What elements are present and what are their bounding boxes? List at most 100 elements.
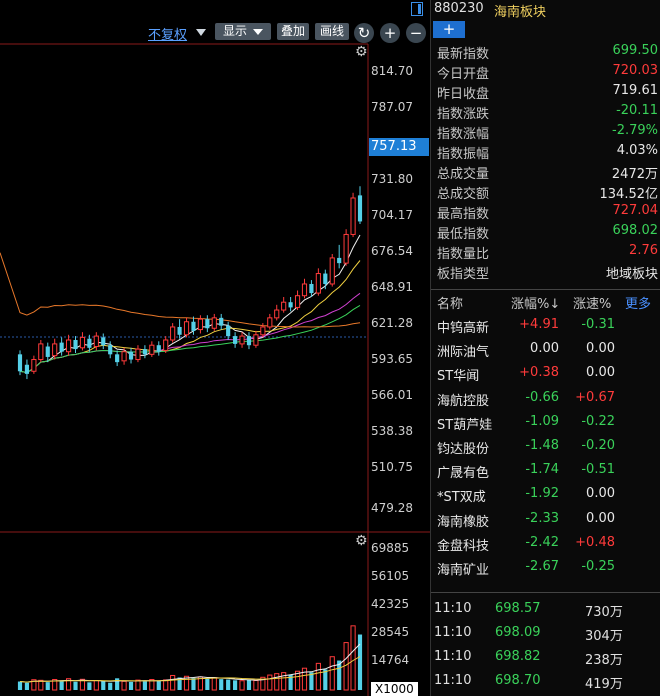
candle-body	[65, 339, 72, 353]
volume-bar	[205, 678, 210, 690]
candle-body	[267, 317, 273, 328]
col-name[interactable]: 名称	[437, 297, 464, 312]
add-to-watchlist-button[interactable]: +	[433, 21, 465, 38]
candle-body	[38, 343, 44, 361]
price-axis-label: 704.17	[371, 208, 413, 222]
col-speed[interactable]: 涨速%	[573, 297, 612, 312]
chart-area[interactable]: 不复权 显示 叠加 画线 ↻ + − ⚙ ⚙ 814.70 787.07 731.8…	[0, 0, 430, 696]
stock-row[interactable]: 广晟有色 -1.74 -0.51	[431, 459, 660, 483]
stock-pct: -1.74	[525, 462, 559, 478]
plus-icon[interactable]: +	[380, 23, 400, 43]
stock-row[interactable]: 钧达股份 -1.48 -0.20	[431, 435, 660, 459]
tick-time: 11:10	[434, 601, 472, 616]
display-button-label: 显示	[223, 24, 248, 38]
adjust-mode-chevron-down-icon[interactable]	[196, 29, 206, 36]
stock-row[interactable]: 海南矿业 -2.67 -0.25	[431, 556, 660, 580]
quote-value: 727.04	[612, 203, 659, 218]
stock-pct: +0.38	[519, 365, 559, 381]
stock-pct: -2.67	[525, 559, 559, 574]
more-link[interactable]: 更多	[625, 297, 652, 312]
candle-body	[191, 321, 196, 331]
right-panel: 880230 海南板块 + 最新指数 699.50 今日开盘 720.03 昨日收盘 71…	[430, 0, 660, 696]
quote-row: 最高指数 727.04	[431, 202, 660, 222]
tick-volume: 304万	[585, 629, 623, 644]
chart-toolbar: 不复权 显示 叠加 画线 ↻ + −	[0, 20, 430, 44]
volume-bar	[329, 656, 335, 691]
candle-body	[170, 326, 176, 341]
quote-value: 720.03	[612, 63, 659, 78]
stock-row[interactable]: 海航控股 -0.66 +0.67	[431, 387, 660, 411]
stock-pct: -1.09	[525, 413, 559, 429]
minus-icon[interactable]: −	[406, 23, 426, 43]
quote-label: 指数量比	[437, 247, 490, 262]
volume-bar	[59, 681, 64, 690]
quote-value: 2472万	[611, 167, 658, 182]
volume-bar	[31, 679, 37, 691]
volume-bar	[288, 674, 293, 690]
stock-name: 中钨高新	[437, 321, 490, 336]
stock-name: 海南橡胶	[437, 514, 490, 530]
tick-time: 11:10	[434, 673, 472, 688]
tick-time: 11:10	[434, 625, 472, 640]
candle-body	[260, 326, 266, 336]
stock-row[interactable]: 海南橡胶 -2.33 0.00	[431, 508, 660, 532]
quote-label: 最新指数	[437, 47, 490, 62]
volume-bar	[170, 674, 176, 691]
col-pct[interactable]: 涨幅%↓	[511, 297, 561, 312]
overlay-button[interactable]: 叠加	[277, 23, 309, 40]
stock-name: 广晟有色	[437, 466, 490, 482]
volume-bar	[350, 625, 356, 691]
candle-body	[79, 336, 86, 349]
stock-row[interactable]: ST华闻 +0.38 0.00	[431, 362, 660, 386]
volume-axis-label: 28545	[371, 625, 410, 639]
quote-label: 指数振幅	[437, 147, 490, 162]
stock-name: ST葫芦娃	[437, 417, 493, 433]
tick-volume: 238万	[585, 653, 623, 668]
price-axis-label: 814.70	[371, 64, 413, 78]
volume-bar	[246, 679, 252, 690]
stock-pct: -0.66	[525, 389, 559, 405]
volume-bar	[24, 682, 30, 690]
candle-body	[87, 338, 92, 348]
stock-name: 海航控股	[437, 393, 490, 409]
adjust-mode-label[interactable]: 不复权	[148, 28, 188, 43]
candle-body	[315, 273, 321, 294]
candle-body	[329, 257, 335, 285]
refresh-icon[interactable]: ↻	[354, 23, 374, 43]
price-axis-label: 510.75	[371, 460, 413, 474]
volume-bar	[357, 634, 363, 690]
price-axis-label: 593.65	[371, 352, 413, 366]
quote-label: 总成交额	[437, 187, 490, 202]
volume-ma5-line	[19, 643, 361, 683]
display-button[interactable]: 显示	[215, 23, 271, 40]
tick-row: 11:10 698.57 730万	[431, 598, 660, 622]
price-axis-label: 479.28	[371, 501, 413, 515]
candle-body	[52, 343, 58, 357]
candle-body	[115, 354, 120, 363]
volume-settings-gear-icon[interactable]: ⚙	[355, 533, 368, 549]
stock-speed: -0.25	[581, 559, 615, 574]
tick-price: 698.57	[495, 601, 541, 616]
stock-row[interactable]: 洲际油气 0.00 0.00	[431, 338, 660, 362]
quote-value: 地域板块	[605, 267, 658, 282]
volume-bar	[142, 681, 147, 690]
sidebar-toggle-icon[interactable]	[411, 2, 423, 16]
quote-label: 总成交量	[437, 167, 490, 182]
candle-body	[183, 321, 190, 336]
draw-line-button[interactable]: 画线	[315, 23, 349, 40]
price-settings-gear-icon[interactable]: ⚙	[355, 44, 368, 60]
quote-value: 134.52亿	[599, 187, 659, 202]
quote-label: 指数涨跌	[437, 107, 490, 122]
volume-bar	[65, 678, 72, 691]
candle-body	[73, 339, 78, 350]
candle-body	[197, 318, 203, 331]
price-axis-label: 621.28	[371, 316, 413, 330]
stock-row[interactable]: ST葫芦娃 -1.09 -0.22	[431, 411, 660, 435]
stock-row[interactable]: 金盘科技 -2.42 +0.48	[431, 532, 660, 556]
stock-speed: +0.48	[575, 534, 615, 550]
stock-row[interactable]: *ST双成 -1.92 0.00	[431, 483, 660, 507]
volume-bar	[267, 674, 273, 691]
stock-row[interactable]: 中钨高新 +4.91 -0.31	[431, 314, 660, 338]
quote-row: 最低指数 698.02	[431, 222, 660, 242]
quote-value: 4.03%	[616, 143, 658, 158]
